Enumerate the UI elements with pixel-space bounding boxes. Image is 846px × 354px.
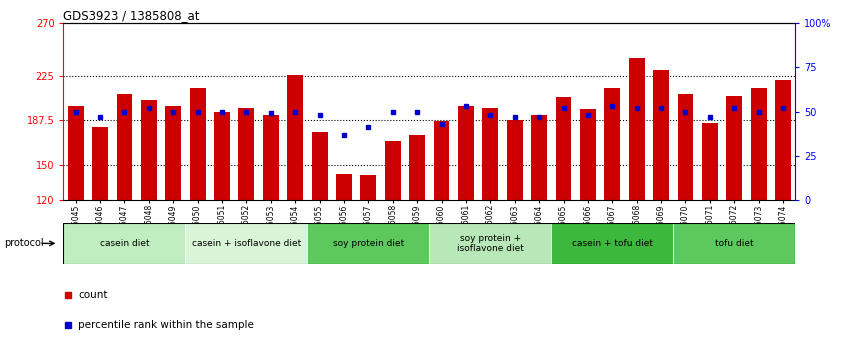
Bar <box>311 132 327 200</box>
Bar <box>214 112 230 200</box>
Bar <box>68 105 84 200</box>
Bar <box>360 175 376 200</box>
Bar <box>307 223 429 264</box>
Bar <box>458 105 474 200</box>
Bar <box>385 141 401 200</box>
Bar <box>92 127 108 200</box>
Text: percentile rank within the sample: percentile rank within the sample <box>78 320 254 330</box>
Bar <box>727 96 742 200</box>
Bar <box>678 94 694 200</box>
Bar <box>580 109 596 200</box>
Text: protocol: protocol <box>4 238 44 249</box>
Bar <box>775 80 791 200</box>
Bar <box>117 94 132 200</box>
Bar <box>702 123 717 200</box>
Bar <box>750 88 766 200</box>
Bar <box>263 115 278 200</box>
Bar <box>185 223 307 264</box>
Bar <box>429 223 552 264</box>
Text: tofu diet: tofu diet <box>715 239 754 248</box>
Bar <box>653 70 669 200</box>
Bar <box>190 88 206 200</box>
Bar <box>434 121 449 200</box>
Bar <box>482 108 498 200</box>
Bar <box>629 58 645 200</box>
Bar <box>556 97 571 200</box>
Bar <box>673 223 795 264</box>
Bar <box>239 108 255 200</box>
Text: casein + tofu diet: casein + tofu diet <box>572 239 653 248</box>
Text: soy protein diet: soy protein diet <box>332 239 404 248</box>
Bar <box>604 88 620 200</box>
Text: casein + isoflavone diet: casein + isoflavone diet <box>192 239 301 248</box>
Bar <box>141 100 157 200</box>
Bar <box>409 135 425 200</box>
Bar <box>507 120 523 200</box>
Bar <box>531 115 547 200</box>
Text: count: count <box>78 290 107 300</box>
Text: GDS3923 / 1385808_at: GDS3923 / 1385808_at <box>63 9 200 22</box>
Bar <box>63 223 185 264</box>
Text: soy protein +
isoflavone diet: soy protein + isoflavone diet <box>457 234 524 253</box>
Bar <box>552 223 673 264</box>
Bar <box>288 75 303 200</box>
Text: casein diet: casein diet <box>100 239 149 248</box>
Bar <box>165 105 181 200</box>
Bar <box>336 174 352 200</box>
